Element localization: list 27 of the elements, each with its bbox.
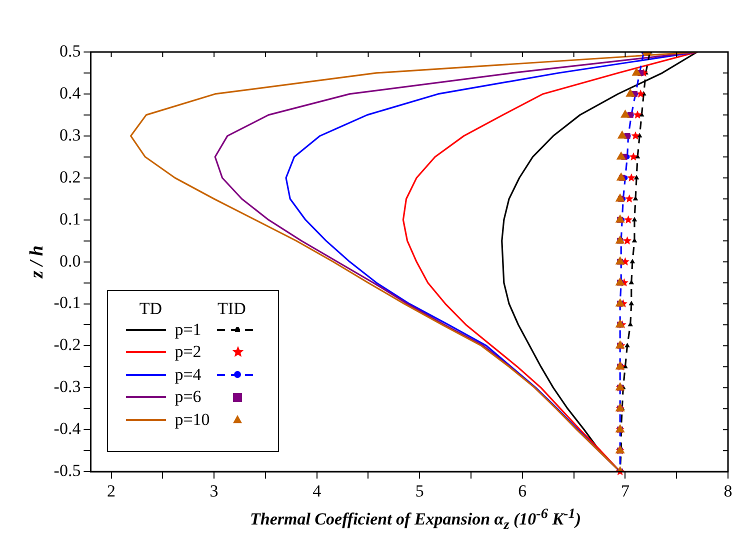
- y-tick-label: 0.3: [59, 125, 81, 144]
- y-tick-label: -0.5: [54, 461, 81, 480]
- legend-label: p=2: [174, 341, 202, 364]
- y-tick-label: -0.3: [54, 377, 81, 396]
- y-tick-label: 0.2: [59, 167, 81, 186]
- x-tick-label: 7: [620, 481, 630, 500]
- annotation: TID: [218, 298, 246, 319]
- x-tick-label: 3: [210, 481, 218, 500]
- x-tick-label: 8: [724, 481, 732, 500]
- y-axis-title: z / h: [26, 245, 48, 280]
- x-axis-title: Thermal Coefficient of Expansion α$_{z}$ (10$^{-6}$ K$^{-1}$): [248, 506, 582, 534]
- x-tick-label: 6: [518, 481, 527, 500]
- x-tick-label: 4: [312, 481, 322, 500]
- annotation: TD: [139, 298, 162, 319]
- x-tick-label: 5: [415, 481, 424, 500]
- y-tick-label: 0.1: [59, 209, 81, 228]
- y-tick-label: 0.0: [59, 251, 81, 270]
- legend-label: p=10: [174, 408, 210, 431]
- legend-label: p=1: [174, 318, 202, 341]
- y-tick-label: -0.2: [54, 335, 81, 354]
- x-tick-label: 2: [107, 481, 116, 500]
- y-tick-label: 0.5: [59, 41, 81, 60]
- y-tick-label: 0.4: [59, 83, 82, 102]
- y-tick-label: -0.1: [54, 293, 81, 312]
- y-tick-label: -0.4: [54, 419, 82, 438]
- legend-label: p=6: [174, 386, 202, 408]
- legend-label: p=4: [174, 364, 202, 386]
